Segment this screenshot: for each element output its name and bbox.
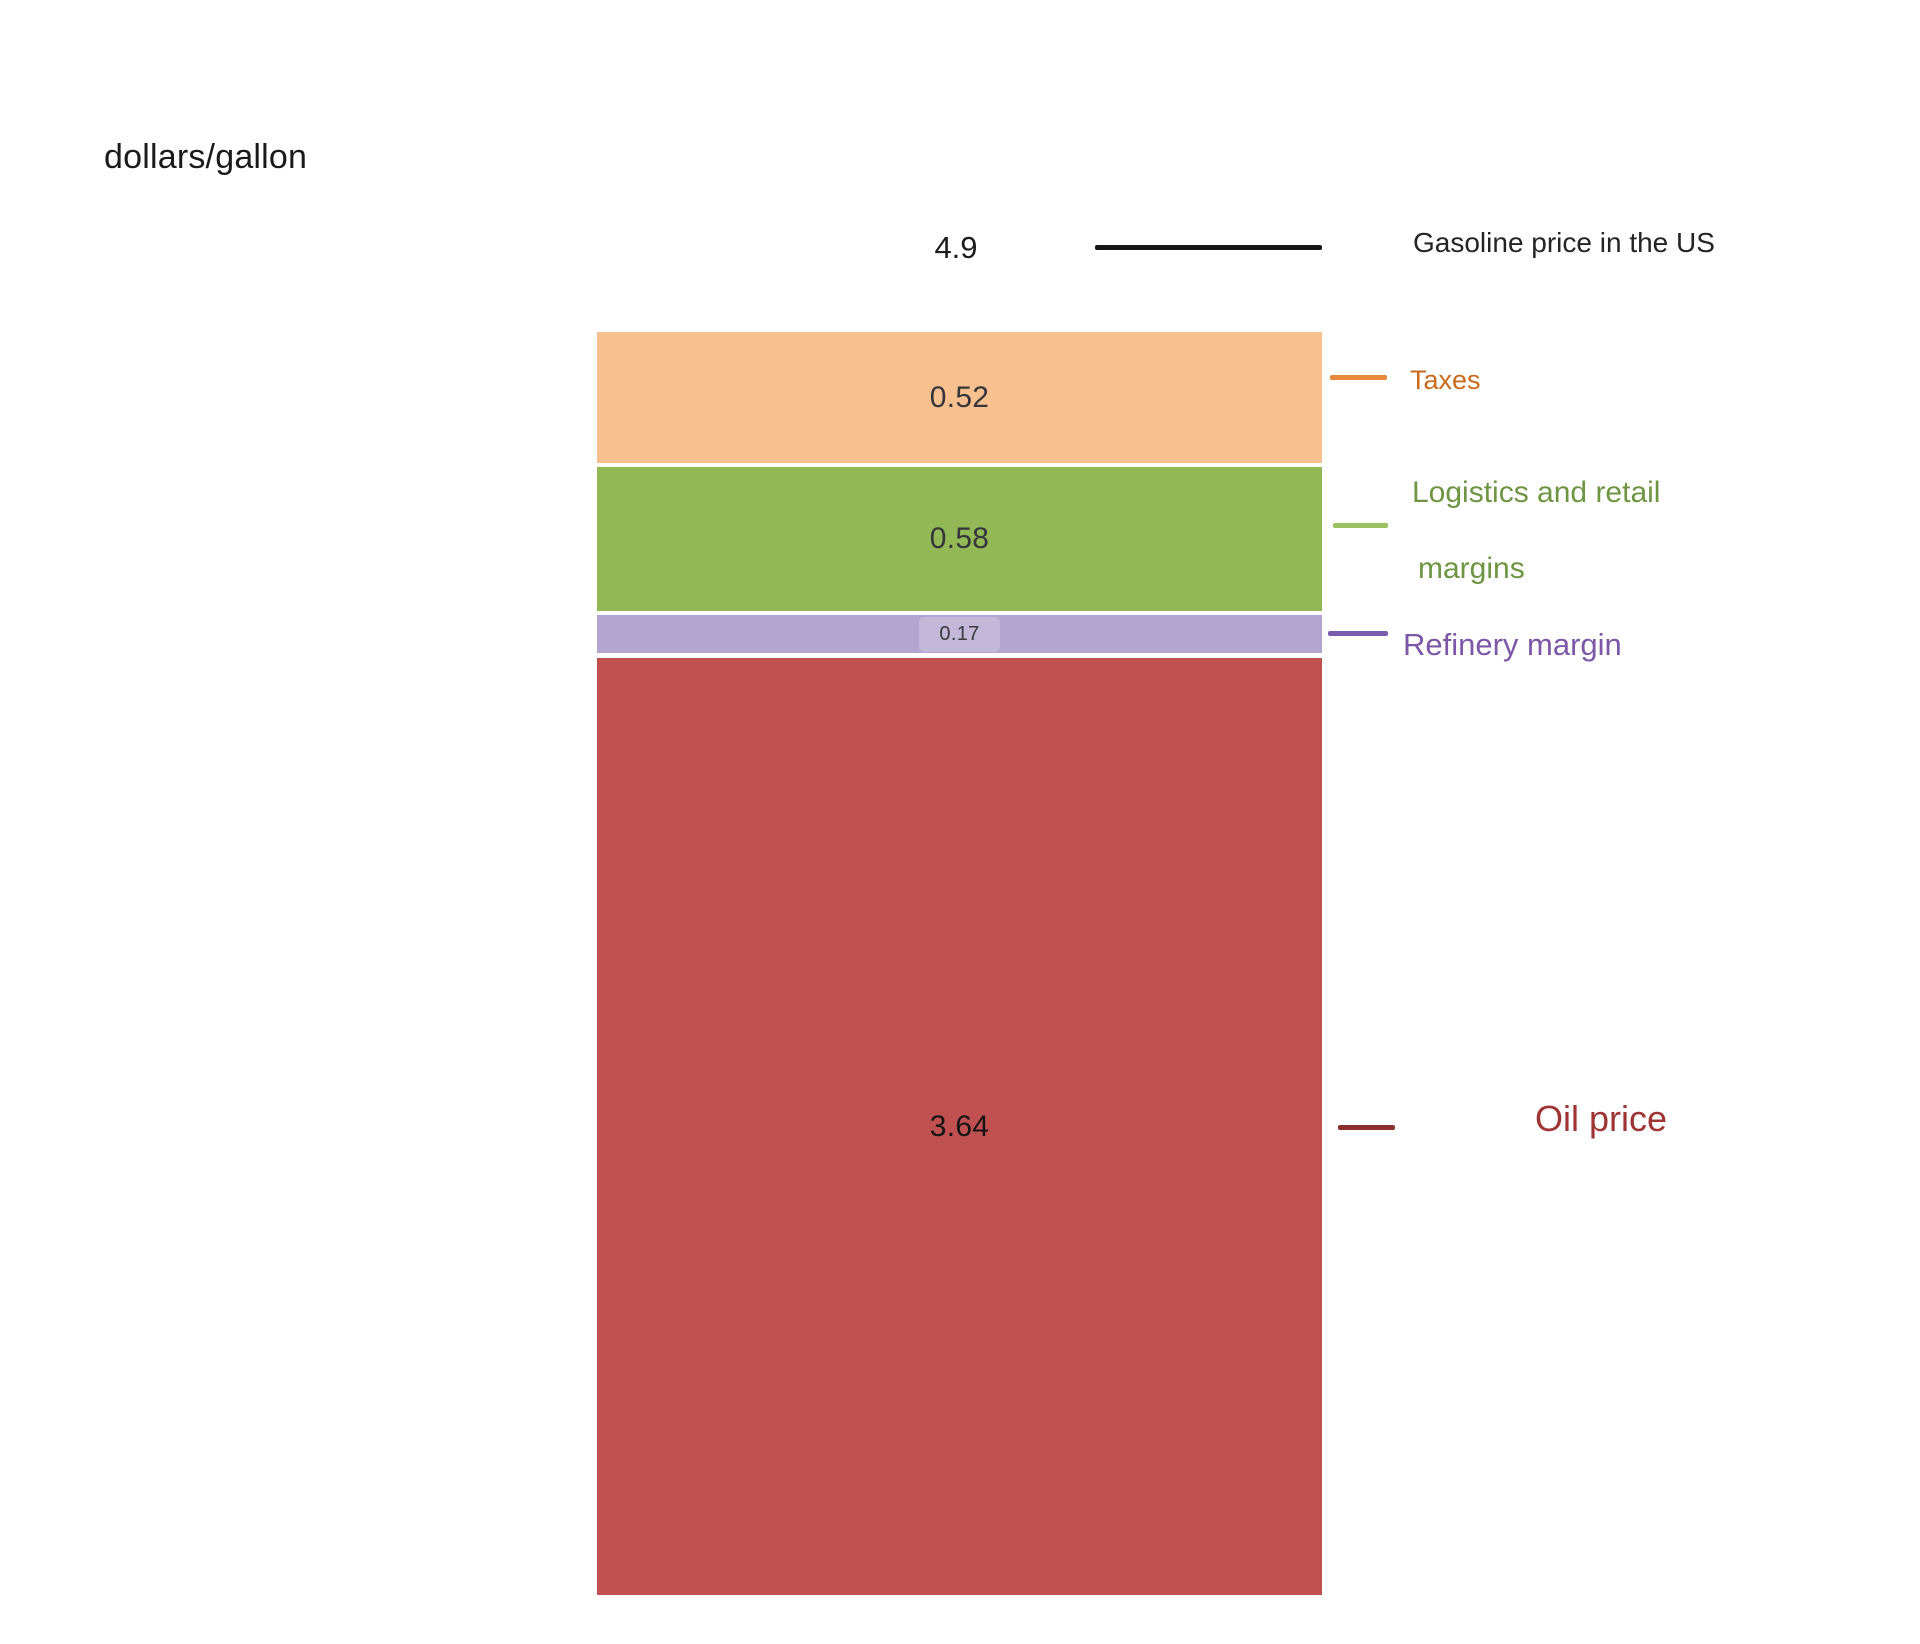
legend-label-refinery: Refinery margin: [1403, 627, 1622, 662]
segment-value-label: 3.64: [929, 1109, 990, 1143]
segment-value-label: 0.17: [919, 616, 1000, 652]
bar-segment-refinery-margin: 0.17: [597, 615, 1322, 653]
segment-value-label: 0.58: [929, 522, 990, 555]
stacked-bar: 0.52 0.58 0.17 3.64: [597, 332, 1322, 1595]
total-reference-line: [1095, 245, 1322, 250]
refinery-tick-line: [1328, 631, 1388, 636]
legend-label-oil: Oil price: [1535, 1098, 1668, 1139]
bar-segment-taxes: 0.52: [597, 332, 1322, 463]
segment-value-label: 0.52: [929, 380, 990, 414]
logistics-tick-line: [1333, 523, 1388, 528]
total-value: 4.9: [934, 230, 978, 265]
oil-tick-line: [1338, 1125, 1395, 1130]
legend-label-logistics-line1: Logistics and retail: [1412, 476, 1661, 509]
taxes-tick-line: [1330, 375, 1387, 380]
legend-label-taxes: Taxes: [1410, 365, 1481, 395]
legend-label-logistics-line2: margins: [1418, 552, 1525, 585]
bar-segment-logistics-and-retail-margins: 0.58: [597, 467, 1322, 611]
total-legend-label: Gasoline price in the US: [1413, 227, 1715, 258]
axis-unit-label: dollars/gallon: [104, 138, 308, 176]
bar-segment-oil-price: 3.64: [597, 658, 1322, 1595]
